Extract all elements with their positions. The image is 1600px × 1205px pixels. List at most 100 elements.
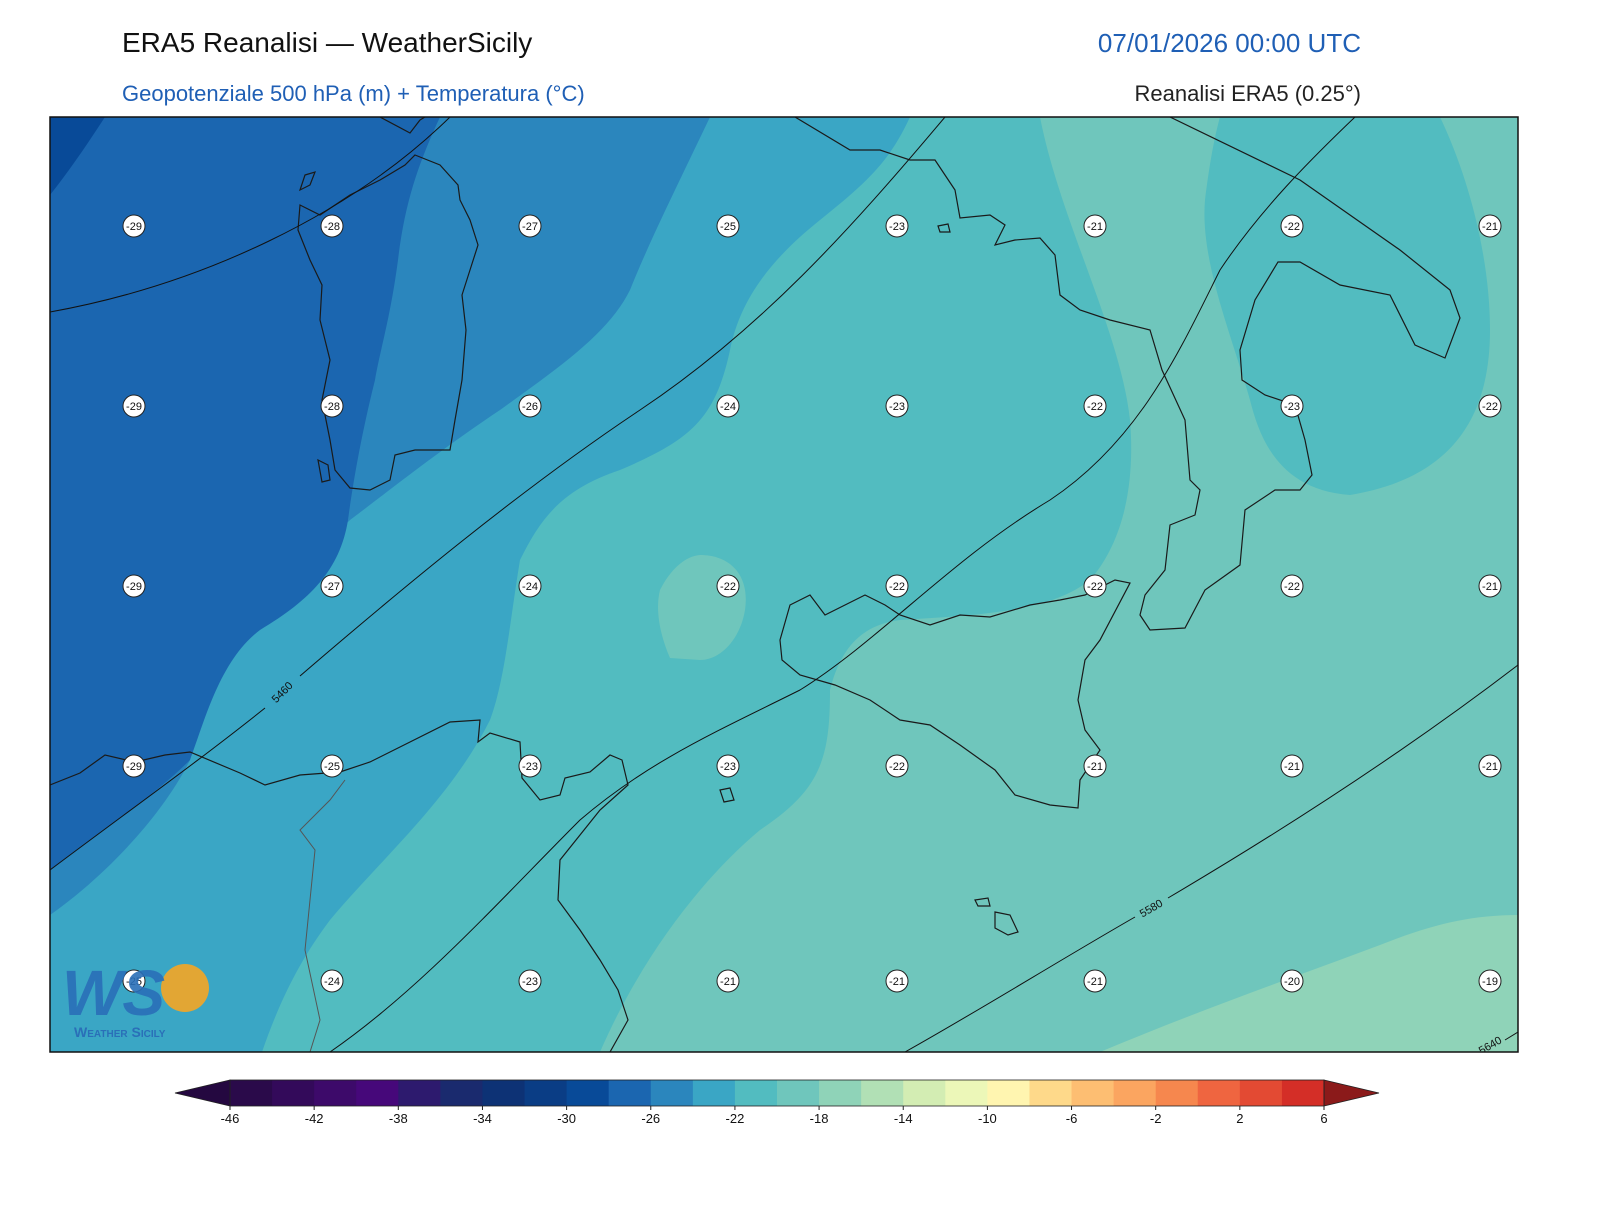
label-marker [320, 394, 344, 418]
isohypse [904, 664, 1518, 1052]
logo-name: Weather Sicily [74, 1024, 166, 1040]
label-marker [716, 574, 740, 598]
logo-mark: WS [62, 957, 165, 1029]
field-region [50, 117, 440, 870]
colorbar-segment [1281, 1080, 1325, 1106]
temperature-label: -22 [889, 581, 905, 593]
colorbar-segment [440, 1080, 483, 1106]
label-marker [1083, 394, 1107, 418]
temperature-label: -23 [522, 976, 538, 988]
colorbar-segment [903, 1080, 946, 1106]
colorbar-extend [174, 1079, 231, 1107]
colorbar-segment [819, 1080, 862, 1106]
label-marker [518, 754, 542, 778]
colorbar-segment [861, 1080, 904, 1106]
colorbar-tick-label: -38 [389, 1111, 408, 1126]
label-marker [1083, 969, 1107, 993]
temperature-label: -29 [126, 581, 142, 593]
logo: WS Weather Sicily [62, 957, 209, 1040]
label-marker [1478, 574, 1502, 598]
field-region [1100, 915, 1518, 1052]
temperature-label: -25 [126, 976, 142, 988]
label-marker [1478, 214, 1502, 238]
colorbar-tick-label: 2 [1236, 1111, 1243, 1126]
isohypse [1504, 1031, 1518, 1041]
colorbar-tick-label: -22 [726, 1111, 745, 1126]
temperature-label: -25 [720, 221, 736, 233]
colorbar-tick-label: -6 [1066, 1111, 1078, 1126]
field-region [1204, 117, 1490, 495]
colorbar-segment [692, 1080, 736, 1106]
label-marker [885, 969, 909, 993]
colorbar-tick-label: -2 [1150, 1111, 1162, 1126]
colorbar-frame [229, 1079, 1325, 1107]
colorbar-tick-label: -10 [978, 1111, 997, 1126]
label-marker [885, 394, 909, 418]
colorbar: -46 -42 -38 -34 -30 -26 -22 -18 -14 -10 -6 -2 2 6 [174, 1079, 1380, 1126]
label-marker [122, 574, 146, 598]
logo-sun [161, 964, 209, 1012]
label-marker [122, 969, 146, 993]
source: Reanalisi ERA5 (0.25°) [1135, 81, 1361, 106]
label-marker [122, 754, 146, 778]
colorbar-segment [987, 1080, 1030, 1106]
isohypse [50, 117, 946, 871]
colorbar-extend [1323, 1079, 1380, 1107]
colorbar-tick-label: -26 [641, 1111, 660, 1126]
temperature-label: -23 [889, 221, 905, 233]
temperature-label: -21 [1087, 976, 1103, 988]
temperature-label: -21 [1087, 761, 1103, 773]
colorbar-segment [1071, 1080, 1115, 1106]
label-marker [1083, 214, 1107, 238]
value-labels: -29 -28 -27 -25 -23 -21 -22 -21 -29 -28 -26 -24 -23 -… [122, 214, 1504, 1052]
label-marker [1280, 214, 1304, 238]
colorbar-segment [566, 1080, 610, 1106]
colorbar-segment [608, 1080, 652, 1106]
temperature-label: -29 [126, 761, 142, 773]
temperature-label: -23 [720, 761, 736, 773]
label-marker [320, 969, 344, 993]
temperature-label: -22 [1087, 581, 1103, 593]
temperature-label: -25 [324, 761, 340, 773]
label-marker [1083, 574, 1107, 598]
colorbar-tick-label: -14 [894, 1111, 913, 1126]
label-marker [518, 214, 542, 238]
temperature-label: -21 [1482, 221, 1498, 233]
temperature-label: -22 [889, 761, 905, 773]
temperature-label: -22 [1284, 221, 1300, 233]
label-marker [716, 394, 740, 418]
label-marker [518, 394, 542, 418]
colorbar-segment [356, 1080, 399, 1106]
label-marker [1478, 969, 1502, 993]
label-marker [1083, 754, 1107, 778]
coastline [297, 154, 479, 491]
temperature-label: -27 [522, 221, 538, 233]
label-marker [320, 574, 344, 598]
temperature-label: -24 [720, 401, 736, 413]
border [299, 779, 346, 1052]
temperature-label: -21 [720, 976, 736, 988]
temperature-label: -27 [324, 581, 340, 593]
temperature-label: -21 [1482, 581, 1498, 593]
colorbar-tick-label: -30 [557, 1111, 576, 1126]
colorbar-segment [1239, 1080, 1283, 1106]
colorbar-tick-label: 6 [1320, 1111, 1327, 1126]
label-marker [716, 214, 740, 238]
label-marker [122, 394, 146, 418]
colorbar-segment [524, 1080, 568, 1106]
label-marker [716, 754, 740, 778]
label-marker [1280, 394, 1304, 418]
temperature-label: -23 [889, 401, 905, 413]
label-marker [1280, 574, 1304, 598]
colorbar-segment [398, 1080, 441, 1106]
temperature-label: -23 [1284, 401, 1300, 413]
temperature-label: -24 [324, 976, 340, 988]
subtitle: Geopotenziale 500 hPa (m) + Temperatura … [122, 81, 585, 106]
coastline [298, 171, 331, 483]
label-marker [122, 214, 146, 238]
colorbar-segment [777, 1080, 820, 1106]
temperature-label: -28 [324, 221, 340, 233]
field-region [50, 117, 105, 195]
